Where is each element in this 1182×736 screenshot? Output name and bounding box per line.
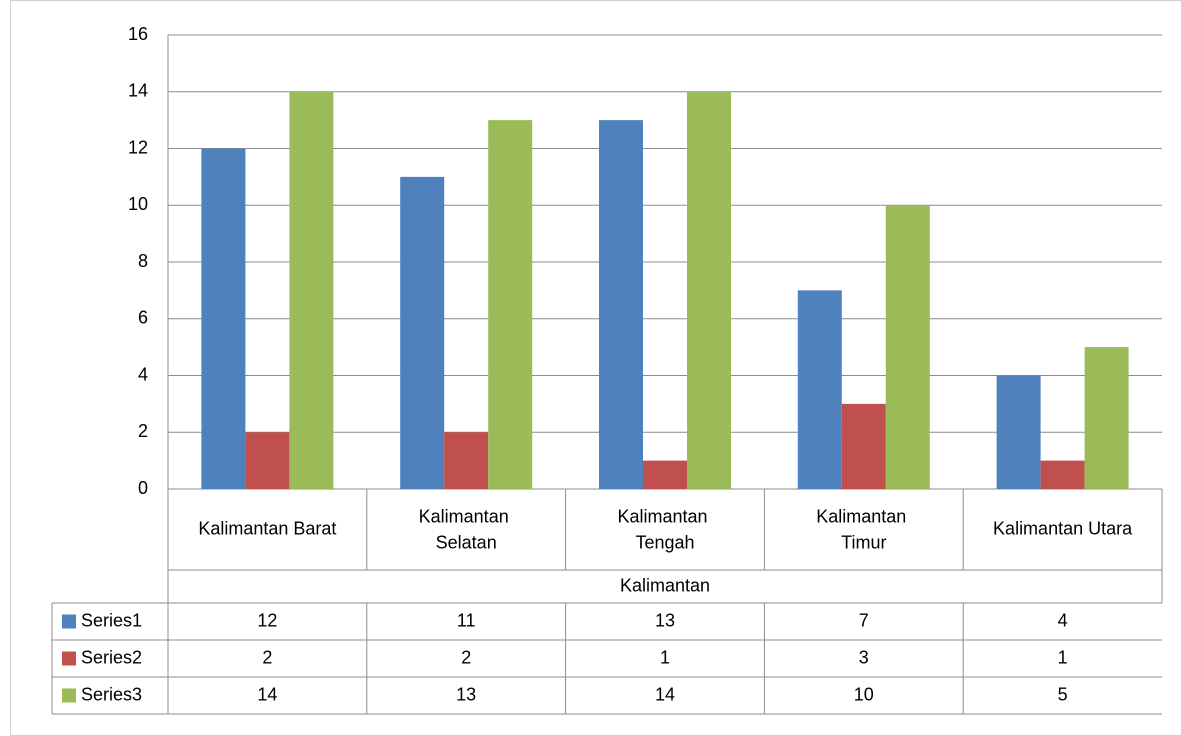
table-value: 11 xyxy=(457,610,476,630)
y-tick-label: 4 xyxy=(138,364,148,384)
table-value: 1 xyxy=(660,647,670,667)
table-value: 13 xyxy=(655,610,675,630)
legend-swatch xyxy=(62,688,76,703)
y-tick-label: 12 xyxy=(128,137,148,157)
y-tick-label: 2 xyxy=(138,421,148,441)
bar xyxy=(444,432,489,489)
table-value: 10 xyxy=(854,684,874,704)
y-tick-label: 10 xyxy=(128,194,148,214)
bar xyxy=(797,290,842,489)
x-tick-label: Kalimantan Timur xyxy=(816,506,911,552)
legend-swatch xyxy=(62,614,76,629)
table-value: 3 xyxy=(859,647,869,667)
bar xyxy=(289,91,334,489)
table-value: 13 xyxy=(456,684,476,704)
bar xyxy=(400,176,445,489)
legend-label: Series1 xyxy=(81,610,142,630)
bar xyxy=(245,432,290,489)
table-value: 5 xyxy=(1058,684,1068,704)
table-value: 1 xyxy=(1058,647,1068,667)
legend-label: Series2 xyxy=(81,647,142,667)
bar xyxy=(885,205,930,489)
legend-swatch xyxy=(62,651,76,666)
frame xyxy=(10,0,1182,736)
bar xyxy=(201,148,246,489)
y-tick-label: 14 xyxy=(128,81,148,101)
bar xyxy=(687,91,731,489)
x-tick-label: Kalimantan Utara xyxy=(993,518,1133,538)
table-value: 4 xyxy=(1058,610,1068,630)
bar xyxy=(643,460,687,489)
table-value: 2 xyxy=(461,647,471,667)
y-tick-label: 16 xyxy=(128,24,148,44)
bar xyxy=(841,403,886,489)
y-tick-label: 0 xyxy=(138,478,148,498)
y-tick-label: 8 xyxy=(138,251,148,271)
bar xyxy=(1084,347,1129,489)
table-value: 14 xyxy=(257,684,277,704)
x-axis-label: Kalimantan xyxy=(620,575,710,595)
x-tick-label: Kalimantan Tengah xyxy=(617,506,712,552)
bar xyxy=(599,120,643,489)
x-tick-label: Kalimantan Barat xyxy=(198,518,336,538)
table-value: 12 xyxy=(257,610,277,630)
y-tick-label: 6 xyxy=(138,308,148,328)
bar xyxy=(1040,460,1085,489)
bar xyxy=(488,120,533,489)
table-value: 2 xyxy=(262,647,272,667)
table-value: 14 xyxy=(655,684,675,704)
x-tick-label: Kalimantan Selatan xyxy=(419,506,514,552)
legend-label: Series3 xyxy=(81,684,142,704)
bar xyxy=(996,375,1041,489)
table-value: 7 xyxy=(859,610,869,630)
